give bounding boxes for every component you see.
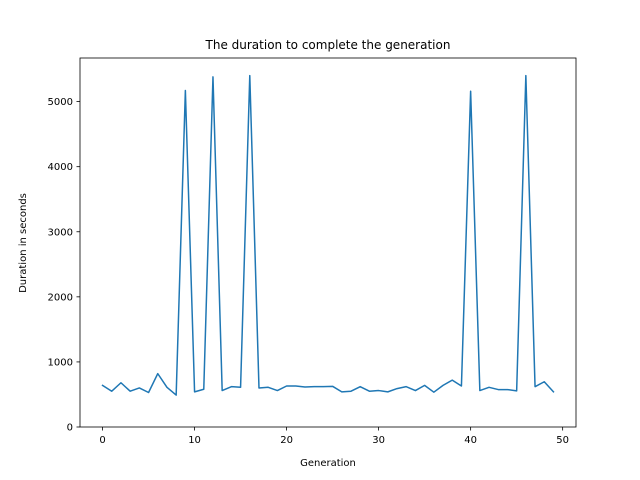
y-tick-label: 5000 [48, 97, 73, 108]
series-line-0 [101, 74, 555, 396]
y-axis-label: Duration in seconds [18, 193, 29, 293]
axes-frame [79, 57, 577, 428]
x-tick-label: 10 [188, 435, 201, 446]
x-tick-label: 50 [556, 435, 569, 446]
x-tick-label: 0 [99, 435, 105, 446]
y-tick-label: 0 [67, 423, 73, 434]
y-tick-label: 4000 [48, 162, 73, 173]
y-tick-label: 1000 [48, 357, 73, 368]
plot-area: 0 10 20 30 40 50 0 1000 2000 3000 4000 5000 [48, 57, 577, 446]
y-tick-label: 3000 [48, 227, 73, 238]
y-tick-label: 2000 [48, 292, 73, 303]
chart-title: The duration to complete the generation [205, 38, 451, 52]
x-tick-label: 20 [280, 435, 293, 446]
x-axis-label: Generation [300, 458, 356, 469]
x-tick-label: 30 [372, 435, 385, 446]
x-tick-label: 40 [464, 435, 477, 446]
